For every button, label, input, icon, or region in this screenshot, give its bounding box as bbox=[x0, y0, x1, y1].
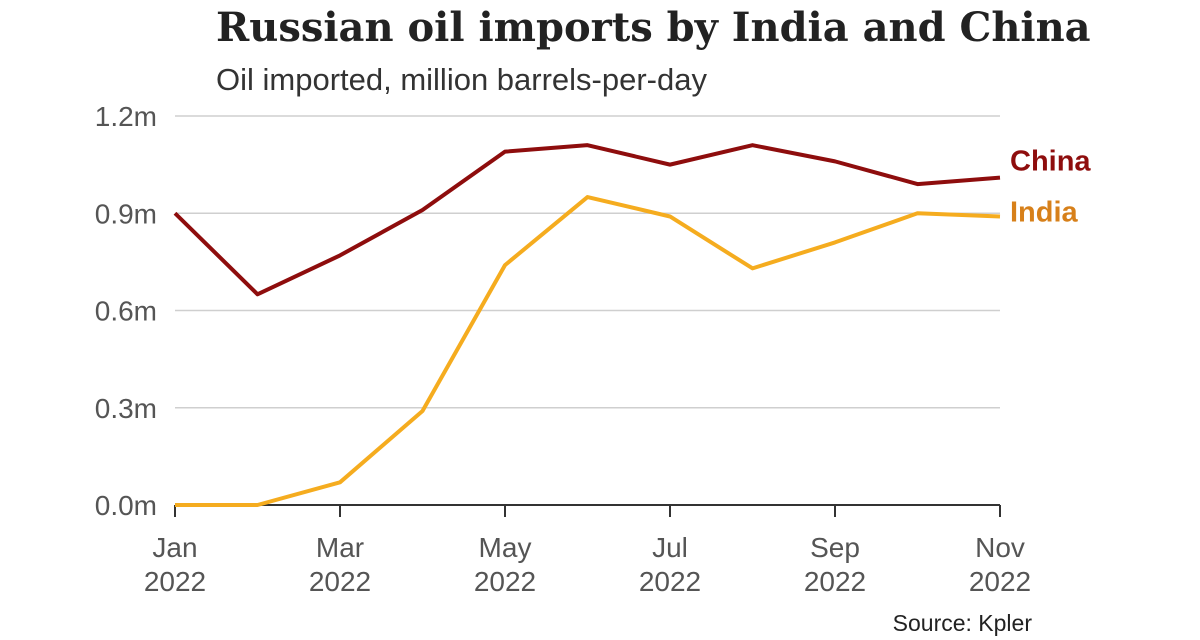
y-tick-label: 0.6m bbox=[95, 296, 157, 327]
series-line-china bbox=[173, 143, 1001, 297]
series-label-china: China bbox=[1010, 146, 1091, 178]
x-tick-label-month: May bbox=[479, 532, 532, 563]
y-tick-label: 1.2m bbox=[95, 101, 157, 132]
x-tick-label-month: Sep bbox=[810, 532, 860, 563]
y-tick-label: 0.9m bbox=[95, 198, 157, 229]
x-tick-label-month: Jul bbox=[652, 532, 688, 563]
x-tick-label-year: 2022 bbox=[309, 566, 371, 597]
x-tick-label-month: Mar bbox=[316, 532, 364, 563]
x-tick-label-year: 2022 bbox=[474, 566, 536, 597]
series-label-india: India bbox=[1010, 196, 1079, 228]
x-tick-label-year: 2022 bbox=[969, 566, 1031, 597]
source-note: Source: Kpler bbox=[892, 610, 1032, 636]
y-tick-label: 0.0m bbox=[95, 490, 157, 521]
y-tick-label: 0.3m bbox=[95, 393, 157, 424]
x-tick-label-month: Nov bbox=[975, 532, 1025, 563]
chart-title: Russian oil imports by India and China bbox=[216, 4, 1091, 51]
x-tick-label-year: 2022 bbox=[804, 566, 866, 597]
chart-subtitle: Oil imported, million barrels-per-day bbox=[216, 62, 707, 97]
x-tick-label-month: Jan bbox=[152, 532, 197, 563]
x-tick-label-year: 2022 bbox=[639, 566, 701, 597]
series-line-india bbox=[175, 195, 1001, 507]
x-tick-label-year: 2022 bbox=[144, 566, 206, 597]
